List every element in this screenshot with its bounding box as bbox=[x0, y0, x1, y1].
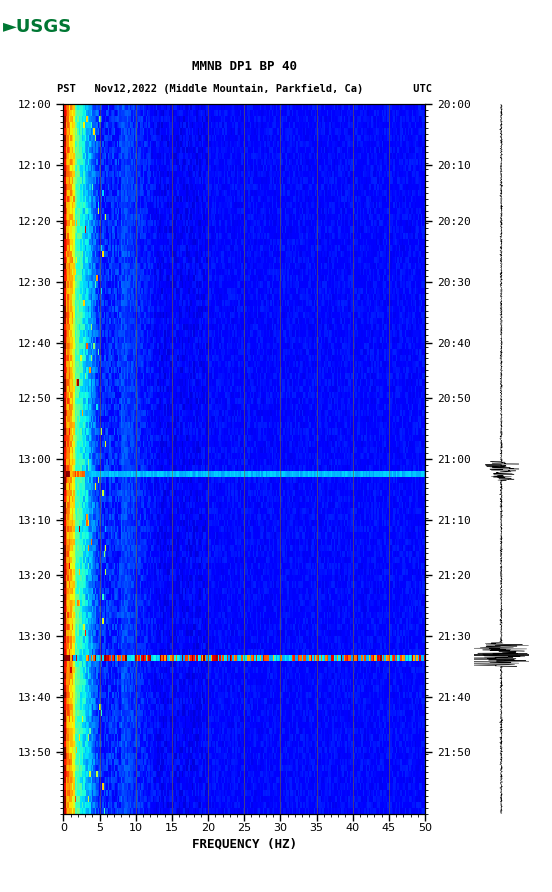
Text: PST   Nov12,2022 (Middle Mountain, Parkfield, Ca)        UTC: PST Nov12,2022 (Middle Mountain, Parkfie… bbox=[57, 84, 432, 94]
X-axis label: FREQUENCY (HZ): FREQUENCY (HZ) bbox=[192, 838, 297, 850]
Text: ►USGS: ►USGS bbox=[3, 18, 72, 36]
Text: MMNB DP1 BP 40: MMNB DP1 BP 40 bbox=[192, 60, 297, 73]
